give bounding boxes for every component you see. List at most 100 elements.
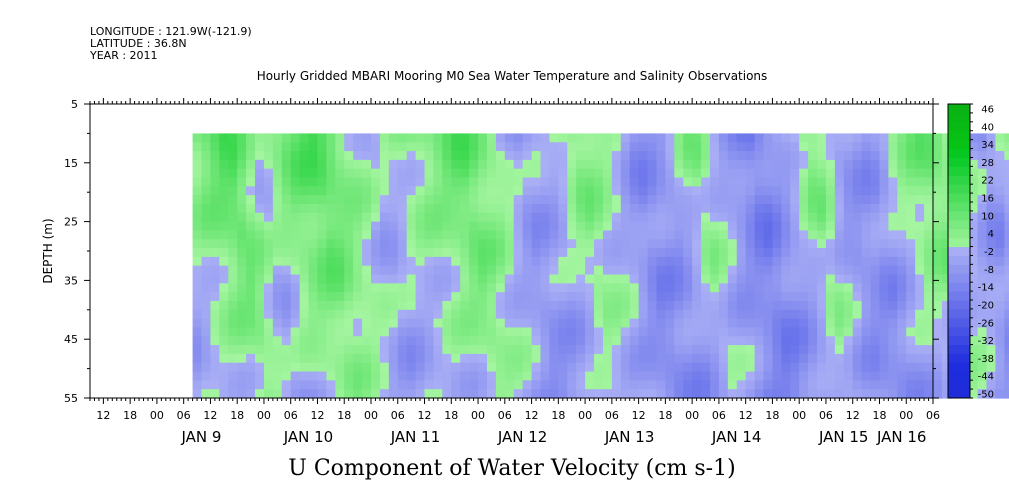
heatmap-cell xyxy=(745,283,756,293)
heatmap-cell xyxy=(986,380,997,390)
heatmap-cell xyxy=(433,283,443,293)
heatmap-cell xyxy=(299,345,310,355)
heatmap-cell xyxy=(486,362,497,373)
heatmap-cell xyxy=(817,195,827,205)
heatmap-cell xyxy=(558,230,568,240)
heatmap-cell xyxy=(736,327,747,337)
heatmap-cell xyxy=(504,203,515,214)
y-axis-label: DEPTH (m) xyxy=(41,218,55,283)
heatmap-cell xyxy=(692,292,702,302)
heatmap-cell xyxy=(424,230,435,240)
heatmap-cell xyxy=(817,142,827,152)
heatmap-cell xyxy=(495,300,506,311)
heatmap-cell xyxy=(629,159,640,170)
heatmap-cell xyxy=(495,177,506,187)
heatmap-cell xyxy=(308,300,319,311)
heatmap-cell xyxy=(692,212,702,223)
heatmap-cell xyxy=(486,168,497,179)
heatmap-cell xyxy=(317,133,327,143)
heatmap-cell xyxy=(308,177,319,187)
heatmap-cell xyxy=(237,151,247,161)
heatmap-cell xyxy=(246,265,256,276)
heatmap-cell xyxy=(870,133,881,143)
heatmap-cell xyxy=(665,256,675,267)
heatmap-cell xyxy=(924,239,934,249)
heatmap-cell xyxy=(674,318,684,329)
heatmap-cell xyxy=(486,274,497,284)
chart-title: Hourly Gridded MBARI Mooring M0 Sea Wate… xyxy=(257,69,768,83)
heatmap-cell xyxy=(709,380,720,390)
heatmap-cell xyxy=(228,274,238,284)
heatmap-cell xyxy=(522,133,533,143)
heatmap-cell xyxy=(585,353,595,364)
heatmap-cell xyxy=(995,371,1005,381)
heatmap-cell xyxy=(237,283,247,293)
heatmap-cell xyxy=(308,151,319,161)
heatmap-cell xyxy=(255,300,265,311)
heatmap-cell xyxy=(567,151,577,161)
heatmap-cell xyxy=(255,345,265,355)
heatmap-cell xyxy=(817,168,827,179)
heatmap-cell xyxy=(290,292,301,302)
heatmap-cell xyxy=(335,345,345,355)
heatmap-cell xyxy=(210,151,220,161)
heatmap-cell xyxy=(736,371,747,381)
heatmap-cell xyxy=(977,327,988,337)
heatmap-cell xyxy=(941,256,952,267)
heatmap-cell xyxy=(513,371,524,381)
heatmap-cell xyxy=(513,168,524,179)
colorbar-label: 46 xyxy=(981,104,994,115)
heatmap-cell xyxy=(192,221,203,232)
heatmap-cell xyxy=(210,159,220,170)
heatmap-cell xyxy=(915,300,925,311)
heatmap-cell xyxy=(763,380,774,390)
heatmap-cell xyxy=(362,283,372,293)
heatmap-cell xyxy=(371,177,381,187)
heatmap-cell xyxy=(308,309,319,320)
heatmap-cell xyxy=(736,256,747,267)
heatmap-cell xyxy=(335,309,345,320)
heatmap-cell xyxy=(799,327,809,337)
heatmap-cell xyxy=(727,186,738,196)
heatmap-cell xyxy=(201,230,212,240)
x-hour-label: 12 xyxy=(418,409,432,422)
heatmap-cell xyxy=(495,371,506,381)
heatmap-cell xyxy=(897,203,907,214)
heatmap-cell xyxy=(495,292,506,302)
heatmap-cell xyxy=(451,345,461,355)
heatmap-cell xyxy=(246,380,256,390)
heatmap-cell xyxy=(594,203,604,214)
heatmap-cell xyxy=(486,142,497,152)
heatmap-cell xyxy=(817,239,827,249)
heatmap-cell xyxy=(255,353,265,364)
heatmap-cell xyxy=(549,336,559,346)
heatmap-cell xyxy=(683,265,693,276)
heatmap-cell xyxy=(772,362,782,373)
heatmap-cell xyxy=(388,336,399,346)
heatmap-cell xyxy=(781,256,791,267)
heatmap-cell xyxy=(638,309,649,320)
heatmap-cell xyxy=(915,283,925,293)
heatmap-cell xyxy=(335,336,345,346)
x-date-label: JAN 9 xyxy=(180,428,221,446)
heatmap-cell xyxy=(602,186,613,196)
heatmap-cell xyxy=(290,239,301,249)
heatmap-cell xyxy=(620,371,631,381)
heatmap-cell xyxy=(388,362,399,373)
heatmap-cell xyxy=(558,371,568,381)
heatmap-cell xyxy=(522,371,533,381)
heatmap-cell xyxy=(1004,142,1009,152)
heatmap-cell xyxy=(201,168,212,179)
heatmap-cell xyxy=(290,309,301,320)
heatmap-cell xyxy=(406,336,417,346)
heatmap-cell xyxy=(647,195,658,205)
heatmap-cell xyxy=(576,371,586,381)
heatmap-cell xyxy=(415,248,426,258)
heatmap-cell xyxy=(763,345,774,355)
heatmap-cell xyxy=(362,159,372,170)
heatmap-cell xyxy=(460,389,470,399)
heatmap-cell xyxy=(674,292,684,302)
heatmap-cell xyxy=(727,151,738,161)
heatmap-cell xyxy=(602,327,613,337)
heatmap-cell xyxy=(201,380,212,390)
